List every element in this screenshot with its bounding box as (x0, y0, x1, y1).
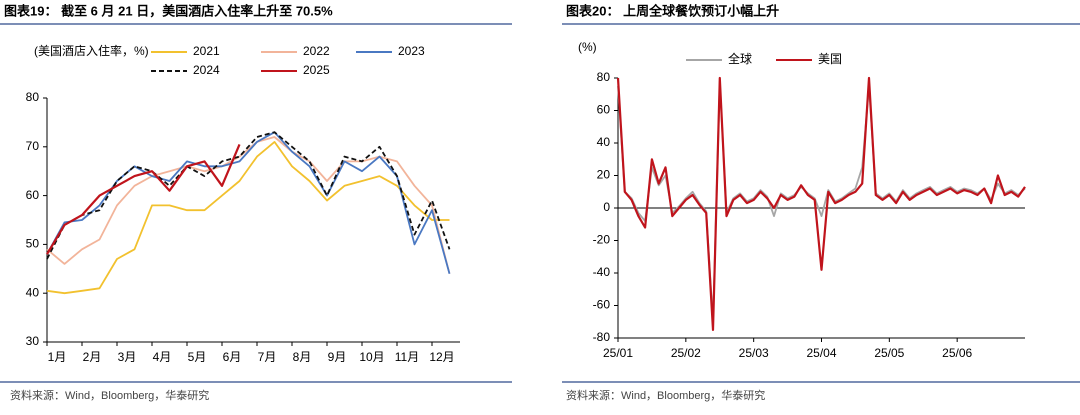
source-note: 资料来源：Wind，Bloomberg，华泰研究 (566, 388, 765, 402)
source-note: 资料来源：Wind，Bloomberg，华泰研究 (10, 388, 209, 402)
x-tick-label: 3月 (118, 350, 137, 364)
y-tick-label: 40 (26, 285, 40, 299)
y-tick-label: 50 (26, 237, 40, 251)
x-tick-label: 25/04 (806, 346, 836, 360)
y-tick-label: 60 (597, 103, 611, 117)
series-line (47, 144, 240, 254)
x-tick-label: 4月 (153, 350, 172, 364)
y-tick-label: 0 (603, 200, 610, 214)
x-tick-label: 6月 (223, 350, 242, 364)
x-tick-label: 5月 (188, 350, 207, 364)
series-line (47, 137, 450, 274)
y-tick-label: 60 (26, 188, 40, 202)
legend-label: 2021 (193, 44, 220, 58)
x-tick-label: 25/03 (739, 346, 769, 360)
y-tick-label: 80 (597, 70, 611, 84)
x-tick-label: 25/02 (671, 346, 701, 360)
y-tick-label: 20 (597, 168, 611, 182)
legend-label: 2022 (303, 44, 330, 58)
series-line (47, 132, 450, 274)
legend-label: 2025 (303, 63, 330, 77)
series-line (618, 81, 1025, 321)
series-line (47, 142, 450, 293)
x-tick-label: 25/05 (874, 346, 904, 360)
x-tick-label: 10月 (359, 350, 384, 364)
legend-label: 美国 (818, 52, 842, 66)
x-tick-label: 8月 (293, 350, 312, 364)
figure: 图表19： 截至 6 月 21 日，美国酒店入住率上升至 70.5% 图表20：… (0, 0, 1080, 410)
y-tick-label: 40 (597, 135, 611, 149)
legend-label: 2024 (193, 63, 220, 77)
chart-title: 图表20： 上周全球餐饮预订小幅上升 (566, 3, 779, 18)
chart-title: 图表19： 截至 6 月 21 日，美国酒店入住率上升至 70.5% (4, 3, 333, 18)
x-tick-label: 11月 (395, 350, 419, 364)
x-tick-label: 2月 (83, 350, 102, 364)
x-tick-label: 1月 (48, 350, 67, 364)
legend-label: 全球 (728, 51, 752, 66)
x-tick-label: 25/01 (603, 346, 633, 360)
y-tick-label: -80 (593, 330, 611, 344)
x-tick-label: 25/06 (942, 346, 972, 360)
x-tick-label: 9月 (328, 350, 347, 364)
y-tick-label: -60 (593, 298, 611, 312)
y-tick-label: -20 (593, 233, 611, 247)
y-tick-label: 80 (26, 90, 40, 104)
x-tick-label: 7月 (258, 350, 277, 364)
x-tick-label: 12月 (429, 350, 454, 364)
y-tick-label: 30 (26, 334, 40, 348)
legend-label: 2023 (398, 44, 425, 58)
y-axis-label: (%) (578, 40, 597, 54)
series-line (618, 78, 1025, 330)
y-tick-label: -40 (593, 265, 611, 279)
y-tick-label: 70 (26, 139, 40, 153)
y-axis-label: (美国酒店入住率，%) (34, 43, 149, 58)
